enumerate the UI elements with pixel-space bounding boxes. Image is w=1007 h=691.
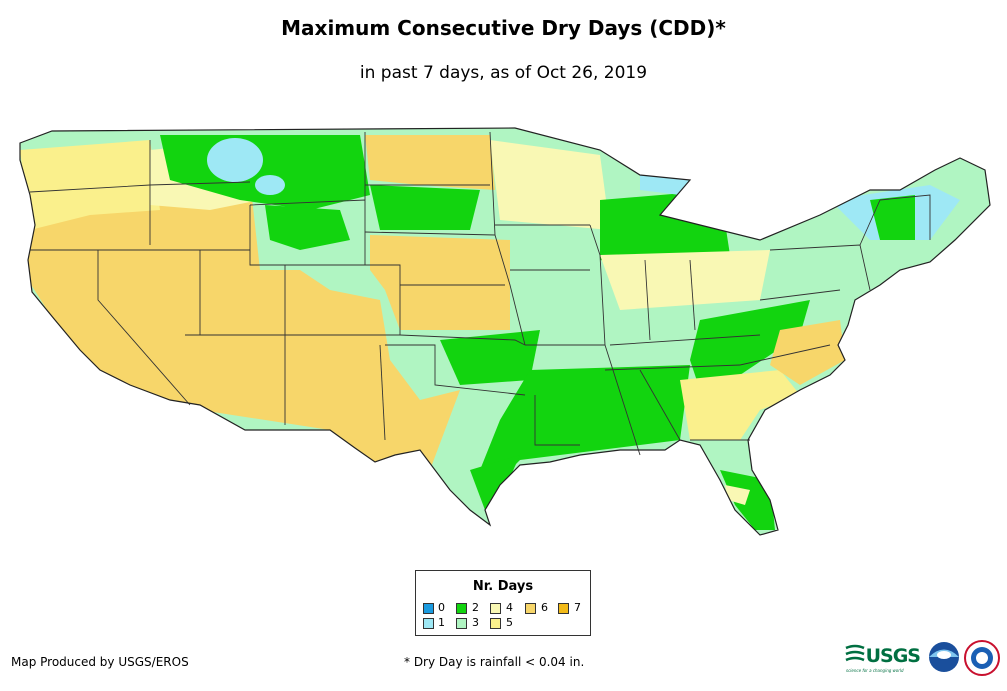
cdd-zone-northdakota-6days <box>365 135 495 190</box>
boundary-al-ga <box>639 369 681 441</box>
state-boundaries <box>29 131 931 456</box>
boundary-mn-ia-mo-west <box>489 131 526 346</box>
boundary-ca-nv <box>97 250 191 406</box>
boundary-ok-tx <box>385 344 526 396</box>
cdd-zone-georgia-5days <box>680 370 800 440</box>
map-title: Maximum Consecutive Dry Days (CDD)* <box>281 16 726 40</box>
cdd-zone-carolinas-6days <box>770 320 845 385</box>
boundary-tn-north <box>609 334 761 346</box>
cdd-zone-montana-1day <box>207 138 263 182</box>
cdd-raster <box>20 128 990 535</box>
legend-swatch-1 <box>423 618 434 629</box>
map-subtitle: in past 7 days, as of Oct 26, 2019 <box>359 63 648 83</box>
boundary-new-england <box>879 194 931 240</box>
boundary-ny-east <box>859 199 881 246</box>
dry-day-footnote: * Dry Day is rainfall < 0.04 in. <box>404 655 585 669</box>
cdd-zone-deepsouth-2days <box>480 365 690 480</box>
cdd-zone-vermont-2days <box>870 195 915 240</box>
legend-label-7: 7 <box>574 601 581 614</box>
boundary-ks-ok <box>399 334 526 346</box>
legend-swatch-4 <box>490 603 501 614</box>
cdd-zone-wyoming-2days <box>265 205 350 250</box>
boundary-tn-south <box>604 364 741 371</box>
nws-logo <box>964 640 1000 676</box>
cdd-zone-lake-superior-1day <box>640 175 690 195</box>
usgs-tagline: science for a changing world <box>846 668 904 673</box>
boundary-ar-la <box>534 395 580 446</box>
legend-label-5: 5 <box>506 616 513 629</box>
legend-label-6: 6 <box>541 601 548 614</box>
legend-swatch-7 <box>558 603 569 614</box>
producer-credit: Map Produced by USGS/EROS <box>11 655 189 669</box>
boundary-co <box>285 264 401 336</box>
boundary-in-oh <box>689 259 696 331</box>
legend-title: Nr. Days <box>472 579 534 594</box>
boundary-va-md <box>759 289 841 301</box>
usgs-logo: USGS <box>844 642 921 670</box>
legend-swatch-3 <box>456 618 467 629</box>
usgs-emblem <box>845 644 865 662</box>
cdd-zone-northwest-5days <box>20 140 160 230</box>
noaa-logo <box>929 642 959 672</box>
usgs-wordmark: USGS <box>865 645 921 667</box>
legend-swatch-6 <box>525 603 536 614</box>
cdd-zone-ohio-valley-4days <box>600 250 770 310</box>
legend-label-0: 0 <box>438 601 445 614</box>
cdd-zone-kansas-6days <box>370 235 510 330</box>
legend-label-2: 2 <box>472 601 479 614</box>
boundary-il-in <box>644 259 651 341</box>
boundary-nc-sc <box>739 344 831 366</box>
cdd-zone-minnesota-4days <box>490 140 610 230</box>
boundary-sd-ne <box>364 231 496 236</box>
legend-label-1: 1 <box>438 616 445 629</box>
boundary-nm-tx <box>379 344 386 441</box>
cdd-zone-florida-4days <box>725 485 750 505</box>
legend-swatch-2 <box>456 603 467 614</box>
legend-swatch-5 <box>490 618 501 629</box>
cdd-zone-texas-coast-2days <box>470 455 520 510</box>
legend: Nr. Days 0 1 2 3 4 5 6 7 <box>415 570 591 636</box>
legend-swatch-0 <box>423 603 434 614</box>
legend-label-3: 3 <box>472 616 479 629</box>
boundary-ms-al <box>604 344 641 456</box>
cdd-zone-southdakota-2days <box>370 185 480 230</box>
cdd-zone-appalachia-2days <box>690 300 810 390</box>
cdd-zone-montana-1day-b <box>255 175 285 195</box>
cdd-zone-southwest-6days <box>20 180 460 470</box>
boundary-ms-river <box>589 224 606 346</box>
legend-label-4: 4 <box>506 601 513 614</box>
cdd-zone-oklahoma-2days <box>440 330 540 385</box>
